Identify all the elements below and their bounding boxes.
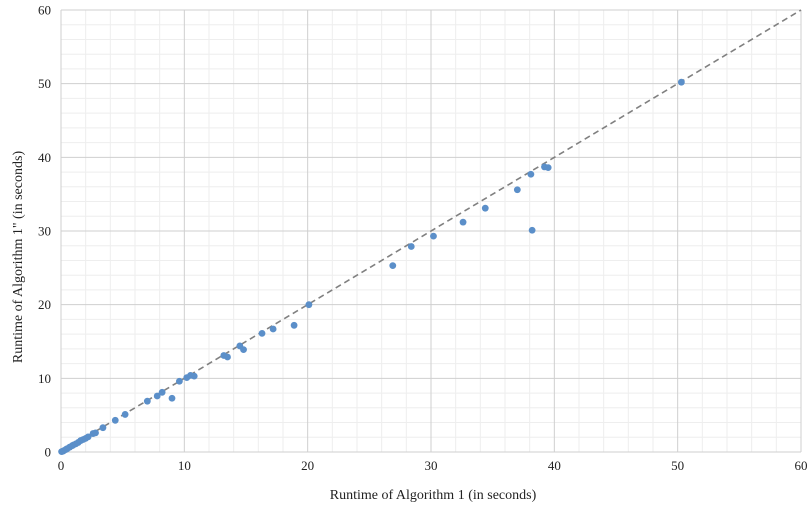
y-tick-label: 0 bbox=[45, 445, 52, 460]
x-tick-label: 0 bbox=[58, 458, 65, 473]
data-point bbox=[513, 186, 521, 194]
x-axis-title: Runtime of Algorithm 1 (in seconds) bbox=[330, 488, 537, 503]
x-tick-label: 40 bbox=[548, 458, 561, 473]
x-tick-labels: 0 10 20 30 40 50 60 bbox=[58, 458, 808, 473]
data-point bbox=[528, 226, 536, 234]
data-point bbox=[111, 416, 119, 424]
data-points bbox=[58, 78, 685, 456]
data-point bbox=[176, 377, 183, 385]
data-point bbox=[305, 301, 313, 309]
y-tick-labels: 0 10 20 30 40 50 60 bbox=[38, 3, 51, 460]
data-point bbox=[240, 346, 247, 354]
data-point bbox=[224, 353, 231, 361]
data-point bbox=[290, 321, 298, 329]
data-point bbox=[677, 78, 685, 86]
data-point bbox=[459, 218, 467, 226]
data-point bbox=[168, 394, 176, 402]
data-point bbox=[121, 411, 129, 418]
data-point bbox=[258, 329, 266, 337]
x-tick-label: 20 bbox=[301, 458, 314, 473]
data-point bbox=[190, 372, 198, 380]
data-point bbox=[269, 325, 277, 333]
y-tick-label: 30 bbox=[38, 224, 51, 239]
x-tick-label: 60 bbox=[795, 458, 808, 473]
x-tick-label: 30 bbox=[425, 458, 438, 473]
x-tick-label: 10 bbox=[178, 458, 191, 473]
data-point bbox=[99, 424, 107, 432]
data-point bbox=[527, 170, 535, 178]
y-tick-label: 50 bbox=[38, 76, 51, 91]
data-point bbox=[389, 262, 397, 270]
data-point bbox=[158, 388, 166, 396]
y-tick-label: 40 bbox=[38, 150, 51, 165]
y-axis-title: Runtime of Algorithm 1" (in seconds) bbox=[11, 151, 26, 364]
data-point bbox=[143, 397, 151, 405]
data-point bbox=[481, 204, 489, 212]
data-point bbox=[153, 392, 161, 400]
y-tick-label: 60 bbox=[38, 3, 51, 18]
data-point bbox=[92, 429, 99, 437]
y-tick-label: 20 bbox=[38, 297, 51, 312]
data-point bbox=[544, 164, 552, 172]
data-point bbox=[430, 232, 437, 240]
y-tick-label: 10 bbox=[38, 371, 51, 386]
data-point bbox=[84, 433, 92, 441]
x-tick-label: 50 bbox=[671, 458, 684, 473]
data-point bbox=[407, 243, 415, 250]
